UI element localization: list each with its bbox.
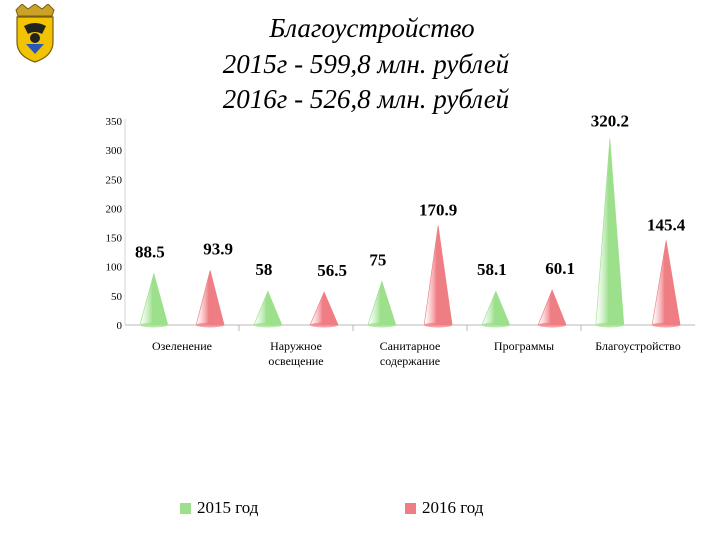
cone-2016 bbox=[423, 225, 453, 326]
cone-2016 bbox=[651, 240, 681, 326]
y-tick-label: 300 bbox=[106, 145, 123, 157]
cone-2015 bbox=[139, 272, 169, 326]
y-tick-label: 0 bbox=[117, 320, 123, 332]
legend-swatch-2015 bbox=[180, 502, 191, 514]
data-label: 58 bbox=[255, 260, 272, 279]
y-tick-label: 200 bbox=[106, 203, 123, 215]
data-label: 60.1 bbox=[545, 259, 575, 278]
y-tick-label: 100 bbox=[106, 262, 123, 274]
legend-item-2015: 2015 год bbox=[180, 497, 258, 519]
city-coat-of-arms bbox=[12, 3, 58, 64]
data-label: 93.9 bbox=[203, 239, 233, 258]
cone-base bbox=[652, 322, 681, 328]
cone-2016 bbox=[195, 270, 225, 326]
chart-title-line-3: 2016г - 526,8 млн. рублей bbox=[222, 84, 510, 114]
cone-2015 bbox=[367, 280, 397, 326]
y-tick-label: 50 bbox=[111, 291, 123, 303]
cone-base bbox=[253, 322, 282, 328]
data-label: 56.5 bbox=[317, 261, 347, 280]
legend-swatch-2016 bbox=[405, 502, 416, 514]
cone-2016 bbox=[537, 289, 567, 326]
chart-title-line-1: Благоустройство bbox=[269, 13, 475, 43]
cone-base bbox=[196, 322, 225, 328]
data-label: 170.9 bbox=[419, 200, 457, 219]
cone-2015 bbox=[595, 138, 625, 326]
cone-base bbox=[139, 322, 168, 328]
cone-base bbox=[538, 322, 567, 328]
y-tick-label: 350 bbox=[106, 116, 123, 128]
cone-base bbox=[424, 322, 453, 328]
y-tick-label: 250 bbox=[106, 174, 123, 186]
data-label: 145.4 bbox=[647, 215, 686, 234]
legend-label-2015: 2015 год bbox=[197, 498, 259, 517]
cone-base bbox=[481, 322, 510, 328]
cone-base bbox=[310, 322, 339, 328]
data-label: 58.1 bbox=[477, 260, 507, 279]
x-category-label: Наружное освещение bbox=[268, 339, 323, 368]
cone-2015 bbox=[481, 290, 511, 326]
cone-base bbox=[367, 322, 396, 328]
cone-2016 bbox=[309, 291, 339, 326]
x-category-label: Программы bbox=[494, 339, 554, 353]
x-category-label: Санитарное содержание bbox=[380, 339, 441, 368]
data-label: 75 bbox=[369, 250, 386, 269]
cone-2015 bbox=[253, 290, 283, 326]
data-label: 320.2 bbox=[591, 111, 629, 130]
legend-item-2016: 2016 год bbox=[405, 497, 483, 519]
legend-label-2016: 2016 год bbox=[422, 498, 484, 517]
x-category-label: Озеленение bbox=[152, 339, 212, 353]
data-label: 88.5 bbox=[135, 242, 165, 261]
chart-title-line-2: 2015г - 599,8 млн. рублей bbox=[222, 49, 510, 79]
cone-base bbox=[595, 322, 624, 328]
x-category-label: Благоустройство bbox=[595, 339, 681, 353]
y-tick-label: 150 bbox=[106, 233, 123, 245]
